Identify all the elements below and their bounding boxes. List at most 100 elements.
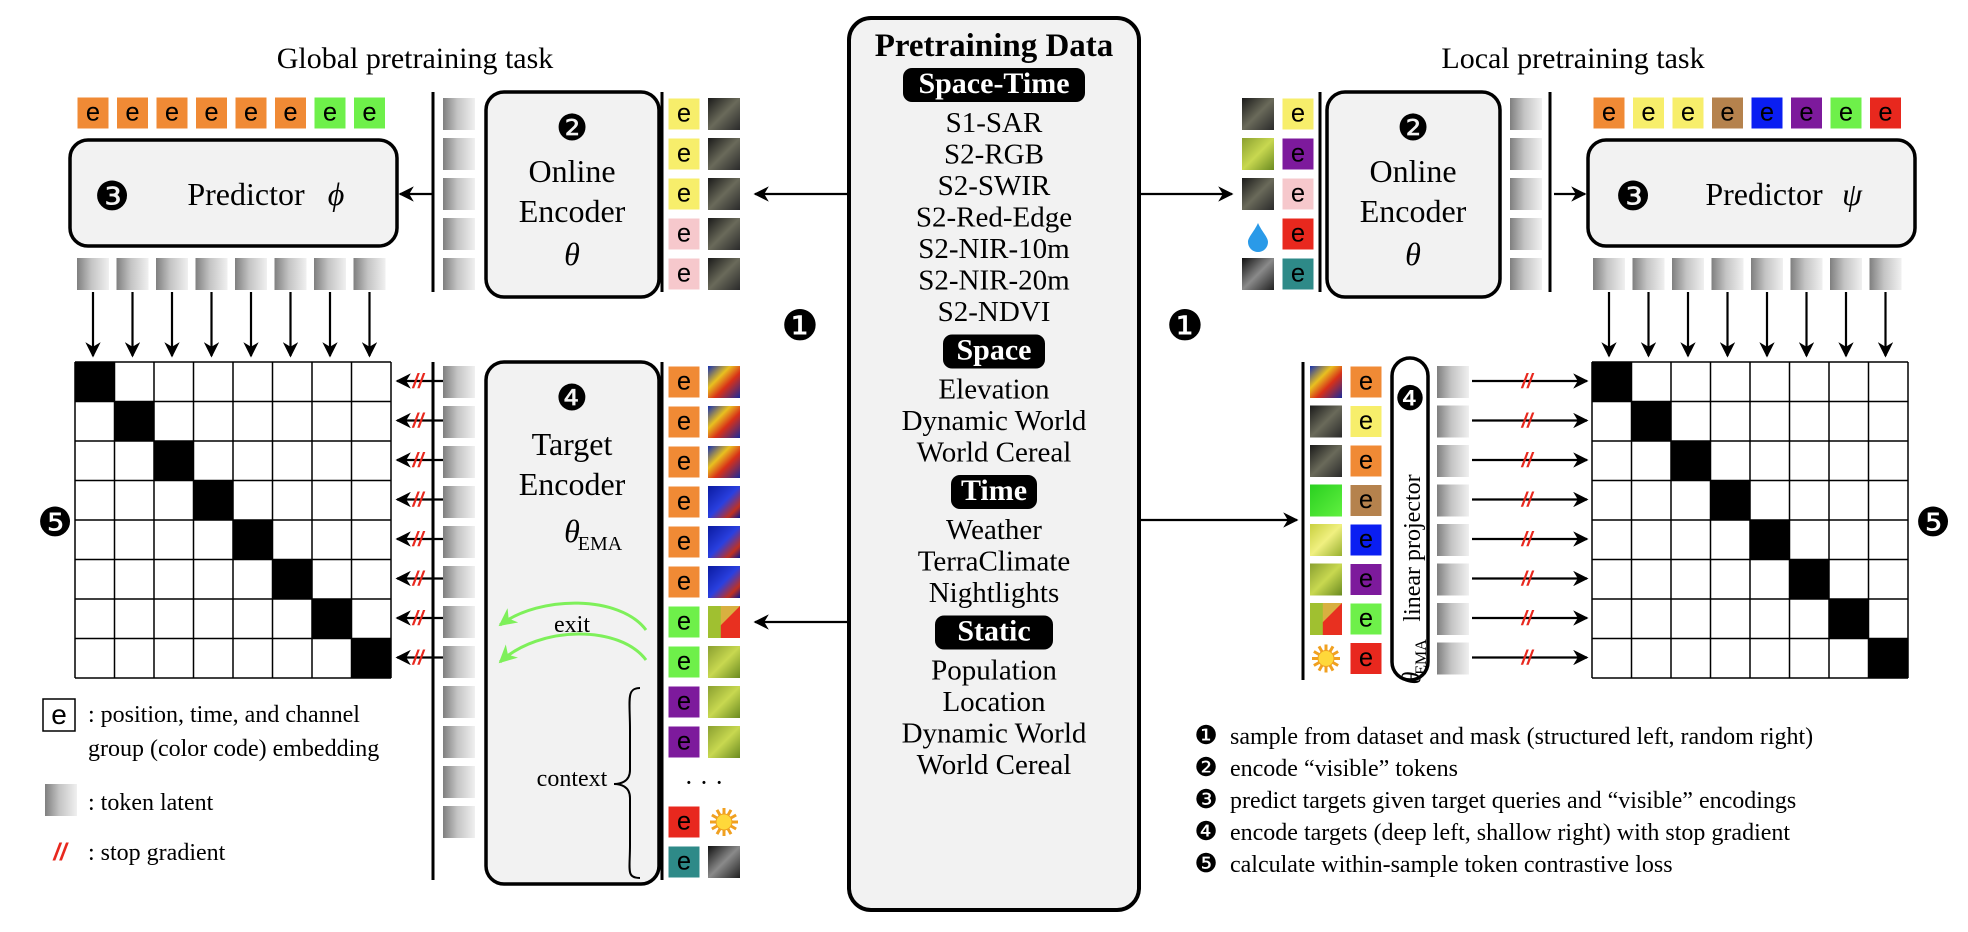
legend-embedding-icon	[42, 698, 76, 732]
sar-thumb	[1242, 178, 1274, 210]
step-number-icon: ❺	[1194, 849, 1217, 879]
embedding-token: e	[1750, 96, 1784, 130]
embedding-token: e	[313, 96, 347, 130]
embedding-token-fill	[667, 565, 701, 599]
pretraining-data-box	[847, 16, 1141, 912]
step-number-icon: ❸	[94, 174, 130, 220]
embedding-token-letter: e	[1359, 525, 1373, 553]
embedding-token-letter: e	[677, 687, 691, 715]
embedding-token-fill	[1349, 563, 1383, 596]
latent-token	[314, 258, 346, 290]
embedding-token: e	[274, 96, 307, 130]
embedding-token-fill	[234, 96, 268, 130]
stop-gradient-icon: //	[1520, 411, 1535, 433]
green-field-thumb	[708, 726, 740, 758]
data-source-item: Location	[942, 686, 1046, 718]
embedding-token-fill	[667, 257, 701, 291]
latent-token	[1437, 484, 1469, 517]
legend-text: : stop gradient	[88, 840, 226, 866]
green-field-thumb	[1310, 563, 1342, 596]
embedding-token-letter: e	[677, 259, 691, 287]
sun-icon	[1312, 644, 1340, 673]
online-encoder-theta: θ	[564, 236, 580, 272]
step-number-icon: ❶	[781, 301, 819, 350]
embedding-token-letter: e	[165, 98, 179, 126]
data-source-item: Dynamic World	[902, 405, 1087, 437]
context-label: context	[537, 766, 608, 792]
embedding-token: e	[667, 217, 701, 251]
matrix-diagonal-cell	[1671, 441, 1711, 481]
embedding-token: e	[353, 96, 386, 130]
embedding-token-fill	[667, 485, 701, 519]
green-field-thumb	[708, 686, 740, 718]
embedding-token: e	[1349, 642, 1383, 675]
embedding-token-fill	[1349, 484, 1383, 517]
embedding-token: e	[1829, 96, 1863, 130]
step-number-icon: ❷	[1194, 753, 1217, 783]
stop-gradient-icon: //	[411, 411, 426, 433]
embedding-token-letter: e	[1291, 139, 1305, 167]
legend-embedding-letter: e	[51, 699, 67, 730]
embedding-token-fill	[667, 685, 701, 719]
nightlight-thumb	[708, 846, 740, 878]
blue-heat-thumb	[708, 526, 740, 558]
embedding-token-fill	[76, 96, 110, 130]
embedding-token-fill	[1281, 257, 1315, 291]
step-number-icon: ❷	[556, 108, 588, 149]
embedding-token-fill	[1750, 96, 1784, 130]
embedding-token: e	[667, 97, 701, 131]
embedding-token: e	[1349, 484, 1383, 517]
embedding-token: e	[1349, 563, 1383, 596]
sun-core	[715, 813, 733, 831]
matrix-diagonal-cell	[1789, 559, 1829, 599]
sar-thumb	[1310, 445, 1342, 477]
embedding-token-fill	[667, 725, 701, 759]
sar-thumb	[708, 218, 740, 250]
embedding-token-letter: e	[677, 447, 691, 475]
data-group-name: Space-Time	[918, 67, 1069, 100]
landcover-green	[1310, 603, 1323, 635]
embedding-token-fill	[667, 605, 701, 639]
legend-text: : token latent	[88, 790, 214, 816]
latent-token	[1437, 405, 1469, 438]
latent-token	[1632, 258, 1665, 290]
target-encoder-label: Encoder	[519, 466, 626, 502]
rgb-heat-thumb	[1310, 366, 1342, 398]
embedding-token-fill	[1349, 365, 1383, 399]
embedding-token-fill	[155, 96, 189, 130]
latent-token	[443, 686, 475, 718]
data-group-name: Space	[957, 334, 1032, 367]
step-description: calculate within-sample token contrastiv…	[1230, 852, 1673, 878]
embedding-token: e	[1671, 96, 1705, 130]
embedding-token-letter: e	[1359, 446, 1373, 474]
stop-gradient-icon: //	[1520, 569, 1535, 591]
embedding-token: e	[667, 565, 701, 599]
matrix-diagonal-cell	[114, 401, 154, 441]
latent-token	[443, 566, 475, 598]
stop-gradient-icon: //	[1520, 608, 1535, 630]
embedding-token-fill	[667, 177, 701, 211]
embedding-token-fill	[1349, 642, 1383, 675]
latent-token	[1437, 603, 1469, 635]
exit-arrow	[498, 632, 648, 664]
embedding-token-fill	[667, 645, 701, 679]
online-encoder-label: Online	[1369, 153, 1456, 189]
latent-token	[1510, 178, 1542, 210]
embedding-token: e	[667, 177, 701, 211]
embedding-token-fill	[667, 137, 701, 171]
latent-token	[443, 258, 475, 290]
embedding-token: e	[667, 725, 701, 759]
latent-token	[443, 646, 475, 678]
latent-token	[443, 486, 475, 518]
stop-gradient-icon: //	[1520, 450, 1535, 472]
data-group-badge	[903, 68, 1085, 102]
stop-gradient-icon: //	[1520, 529, 1535, 551]
embedding-token-letter: e	[677, 567, 691, 595]
step-number-icon: ❺	[1915, 500, 1951, 546]
embedding-token-letter: e	[1291, 99, 1305, 127]
step-number-icon: ❸	[1194, 785, 1217, 815]
online-encoder-theta: θ	[1405, 236, 1421, 272]
latent-token	[1437, 642, 1469, 675]
stop-gradient-icon: //	[411, 529, 426, 551]
rgb-heat-thumb	[708, 366, 740, 398]
